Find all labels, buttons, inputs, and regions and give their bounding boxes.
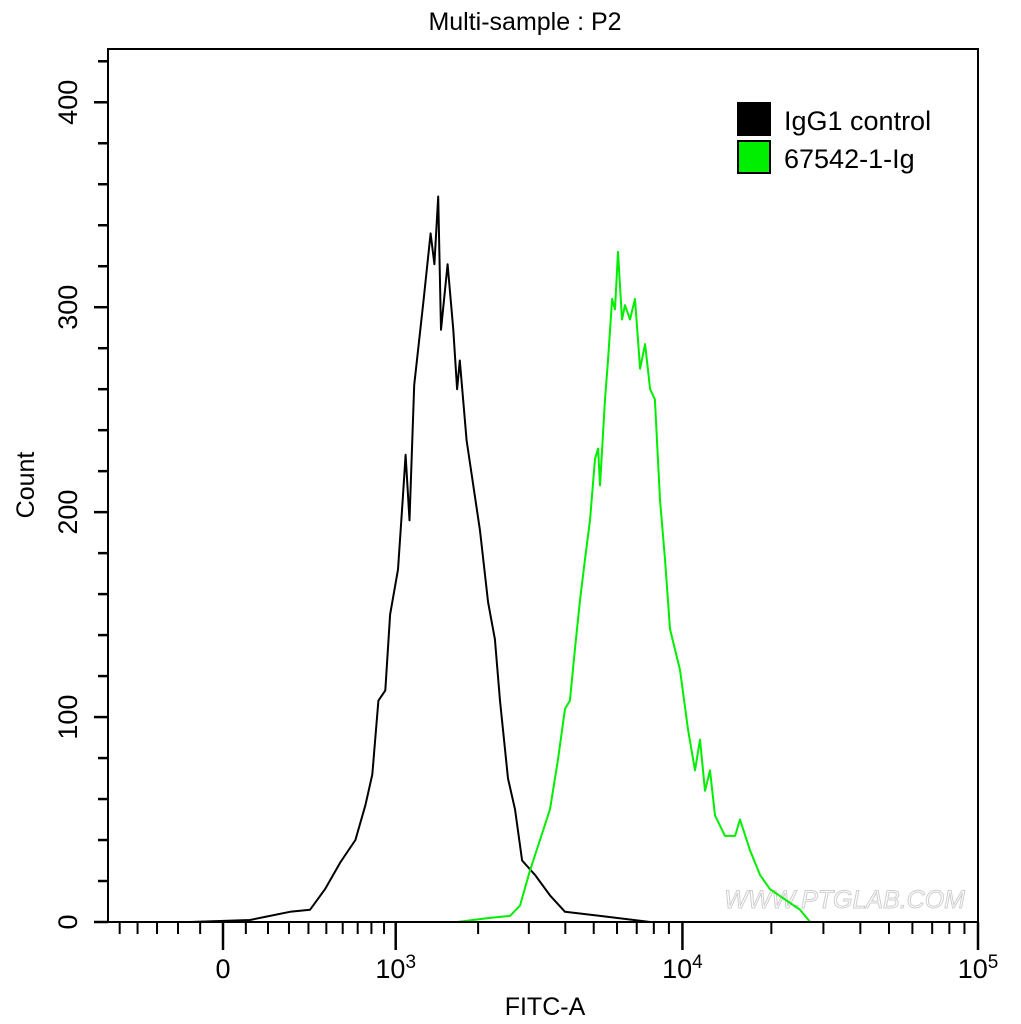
- x-axis: 0 103 104 105: [118, 922, 999, 984]
- watermark: WWW.PTGLAB.COM: [724, 886, 965, 914]
- y-axis-label: Count: [12, 452, 40, 519]
- plot-frame: [107, 48, 979, 923]
- y-tick-label: 100: [53, 695, 83, 740]
- chart-title: Multi-sample : P2: [428, 8, 621, 36]
- x-axis-label: FITC-A: [505, 993, 586, 1021]
- x-tick-label: 105: [958, 952, 999, 984]
- y-tick-label: 0: [53, 914, 83, 929]
- y-tick-label: 300: [53, 285, 83, 330]
- x-tick-label: 103: [375, 952, 416, 984]
- legend-label: IgG1 control: [784, 106, 931, 136]
- x-tick-label: 104: [662, 952, 703, 984]
- legend-swatch: [737, 102, 771, 136]
- series-layer: [190, 195, 811, 923]
- x-tick-label: 0: [215, 954, 230, 984]
- y-tick-label: 400: [53, 80, 83, 125]
- series-line-67542-1-ig: [456, 250, 811, 923]
- series-line-igg1-control: [190, 195, 651, 923]
- y-axis: 0 100 200 300 400: [53, 60, 108, 930]
- y-tick-label: 200: [53, 490, 83, 535]
- legend: IgG1 control 67542-1-Ig: [737, 102, 931, 174]
- legend-label: 67542-1-Ig: [784, 144, 915, 174]
- legend-swatch: [737, 140, 771, 174]
